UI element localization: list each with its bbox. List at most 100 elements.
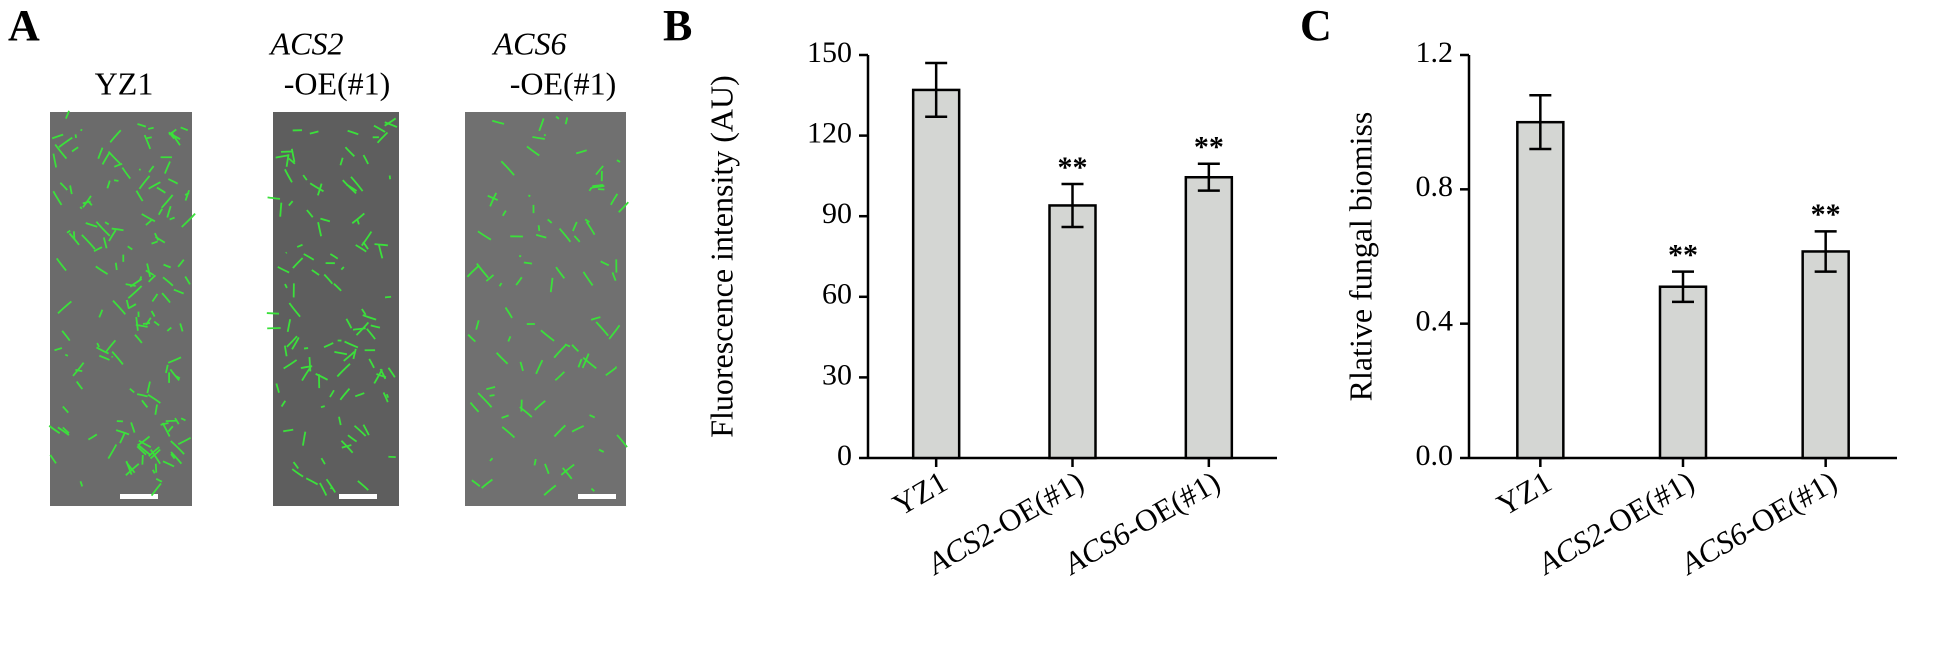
hypha bbox=[361, 308, 367, 316]
hypha bbox=[291, 337, 300, 350]
hypha bbox=[87, 433, 98, 441]
hypha bbox=[481, 478, 493, 489]
hypha bbox=[169, 368, 180, 382]
hypha bbox=[125, 299, 130, 310]
hypha bbox=[155, 477, 163, 483]
hypha bbox=[382, 392, 389, 403]
hypha bbox=[98, 309, 104, 318]
hypha bbox=[51, 133, 64, 140]
hypha bbox=[300, 365, 313, 369]
y-tick-label: 30 bbox=[822, 358, 852, 391]
hypha bbox=[290, 148, 296, 163]
hypha bbox=[608, 324, 621, 340]
hypha bbox=[308, 356, 312, 372]
hypha bbox=[169, 216, 175, 221]
hypha bbox=[504, 306, 513, 319]
significance: ** bbox=[1668, 239, 1698, 272]
hypha bbox=[558, 227, 572, 243]
hypha bbox=[61, 330, 71, 342]
hypha bbox=[129, 387, 135, 394]
hypha bbox=[74, 134, 78, 139]
hypha bbox=[127, 245, 133, 251]
bar bbox=[1048, 204, 1097, 460]
hypha bbox=[373, 124, 386, 133]
hypha bbox=[177, 436, 192, 445]
hypha bbox=[58, 136, 73, 148]
hypha bbox=[145, 269, 155, 276]
hypha bbox=[80, 128, 83, 132]
hypha bbox=[489, 192, 498, 207]
hypha bbox=[180, 417, 186, 422]
hypha bbox=[543, 484, 557, 496]
hypha bbox=[154, 232, 160, 241]
error-bar bbox=[925, 61, 948, 119]
hypha bbox=[284, 283, 288, 289]
hypha bbox=[486, 386, 496, 391]
hypha bbox=[501, 414, 509, 419]
y-tick-label: 0 bbox=[837, 439, 852, 472]
hypha bbox=[160, 422, 169, 426]
y-tick-label: 0.4 bbox=[1416, 305, 1454, 338]
hypha bbox=[564, 117, 569, 125]
hypha bbox=[351, 212, 365, 224]
hypha bbox=[519, 406, 533, 418]
hypha bbox=[137, 443, 151, 456]
hypha bbox=[598, 448, 605, 453]
hypha bbox=[362, 424, 370, 436]
hypha bbox=[533, 458, 537, 466]
bar bbox=[911, 88, 961, 460]
hypha bbox=[467, 333, 476, 343]
hypha bbox=[384, 295, 392, 299]
hypha bbox=[147, 394, 161, 404]
error-bar bbox=[1197, 162, 1220, 192]
error-bar bbox=[1529, 94, 1552, 151]
hypha bbox=[150, 449, 161, 465]
hypha bbox=[162, 276, 174, 287]
hypha bbox=[489, 394, 495, 397]
hypha bbox=[285, 251, 288, 254]
hypha bbox=[616, 434, 628, 448]
hypha bbox=[87, 201, 93, 206]
hypha bbox=[184, 192, 190, 196]
hypha bbox=[143, 134, 152, 150]
panel-label: B bbox=[663, 1, 692, 50]
hypha bbox=[500, 160, 515, 176]
hypha bbox=[501, 426, 516, 439]
hypha bbox=[605, 366, 618, 377]
hypha bbox=[279, 202, 283, 217]
hypha bbox=[475, 320, 480, 330]
hypha bbox=[338, 416, 342, 426]
hypha bbox=[323, 342, 334, 349]
hypha bbox=[535, 359, 544, 375]
hypha bbox=[376, 131, 389, 144]
hypha bbox=[345, 183, 358, 192]
hypha bbox=[595, 165, 604, 176]
hypha bbox=[52, 190, 63, 206]
hypha bbox=[75, 380, 84, 390]
hypha bbox=[57, 300, 72, 315]
hypha bbox=[130, 422, 136, 433]
hypha bbox=[283, 428, 294, 433]
scale-bar bbox=[120, 494, 158, 499]
hypha bbox=[560, 463, 575, 476]
hypha bbox=[573, 235, 581, 243]
x-tick-label: YZ1 bbox=[1491, 464, 1558, 523]
panel-label: A bbox=[8, 1, 40, 50]
hypha bbox=[562, 467, 573, 480]
hypha bbox=[128, 303, 137, 309]
hypha bbox=[165, 364, 169, 374]
hypha bbox=[590, 316, 601, 321]
hypha bbox=[317, 183, 323, 196]
hypha bbox=[115, 429, 130, 436]
hypha bbox=[162, 460, 175, 468]
hypha bbox=[173, 288, 185, 295]
hypha bbox=[588, 186, 593, 192]
hypha bbox=[277, 266, 290, 274]
hypha bbox=[549, 277, 554, 293]
y-axis-label: Rlative fungal biomiss bbox=[1342, 112, 1378, 402]
hypha bbox=[288, 200, 294, 207]
hypha bbox=[477, 392, 493, 408]
hypha bbox=[174, 417, 180, 425]
hypha bbox=[385, 393, 390, 399]
hypha bbox=[538, 118, 545, 132]
